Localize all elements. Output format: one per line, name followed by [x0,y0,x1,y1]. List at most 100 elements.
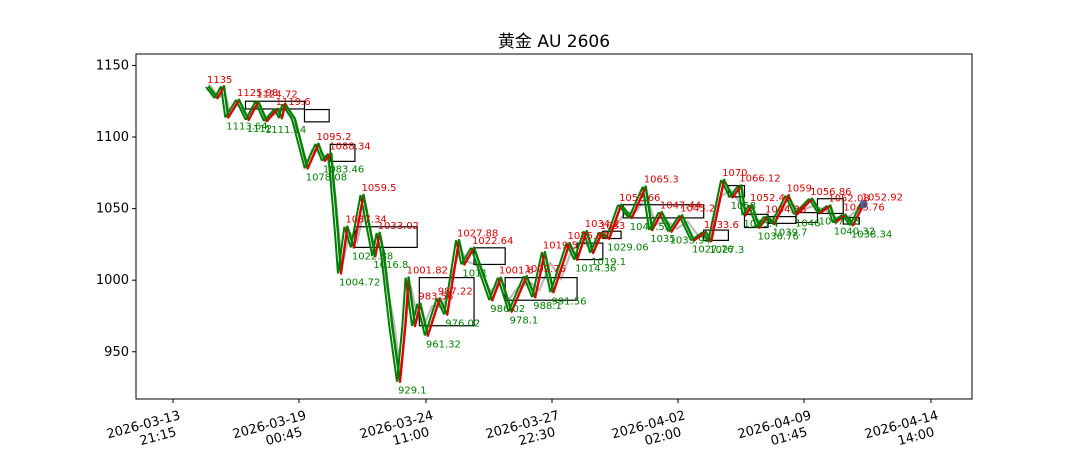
zigzag-segment [280,102,287,120]
low-label: 961.32 [426,340,461,351]
zigzag-segment [585,230,595,255]
high-label: 1059.5 [362,183,397,194]
zigzag-segment [293,117,309,170]
high-label: 1002.76 [525,264,566,275]
zigzag-segment [404,276,410,327]
zigzag-shadow-segment [336,226,346,274]
low-label: 1029.06 [607,243,648,254]
x-tick-label: 2026-03-2722:30 [484,408,565,450]
y-tick-label: 1150 [96,58,129,73]
zigzag-segment [740,184,747,217]
high-label: 1045.76 [843,203,884,214]
high-label: 1022.64 [472,236,513,247]
zigzag-segment [237,98,250,122]
zigzag-segment [660,211,673,233]
high-label: 1070 [722,168,747,179]
low-label: 986.02 [490,304,525,315]
zigzag-shadow-segment [343,226,352,248]
zigzag-segment [257,100,269,123]
zigzag-shadow-segment [327,153,336,231]
zigzag-segment [543,251,555,294]
low-label: 1113.64 [226,122,267,133]
zigzag-segment [744,203,754,217]
zigzag-segment [265,107,279,123]
zigzag-segment [339,225,349,275]
zigzag-segment [750,203,761,229]
zigzag-segment [670,214,684,233]
high-label: 1125.98 [237,88,278,99]
low-label: 978.1 [510,316,539,327]
zigzag-segment [407,276,417,328]
low-label: 1039.7 [773,227,808,238]
zigzag-segment [525,275,537,299]
zigzag-segment [419,302,430,337]
zigzag-segment [463,246,476,266]
high-label: 1124.72 [256,90,297,101]
zigzag-segment [207,85,219,100]
high-label: 1119.6 [276,97,311,108]
low-label: 1038.34 [851,229,892,240]
zigzag-shadow-segment [678,215,692,241]
zigzag-segment [374,231,381,258]
zigzag-segment [472,246,494,302]
zigzag-shadow-segment [627,186,644,219]
low-label: 1043.52 [630,222,671,233]
zigzag-segment [391,326,402,383]
high-label: 1056.86 [810,187,851,198]
zigzag-segment [619,203,634,220]
zigzag-shadow-segment [443,240,458,315]
zigzag-segment [608,203,623,240]
zigzag-segment [346,225,356,249]
zigzag-shadow-segment [455,240,463,265]
x-tick-label: 2026-03-1321:15 [105,408,186,450]
zigzag-shadow-segment [605,204,620,239]
zigzag-segment [600,231,611,240]
low-label: 991.56 [551,296,586,307]
high-label: 1027.88 [457,228,498,239]
zigzag-shadow-segment [388,327,398,382]
high-label: 983.56 [418,292,453,303]
low-label: 1047.18 [819,217,860,228]
high-label: 1033.02 [378,221,419,232]
zigzag-shadow-segment [531,252,543,298]
zigzag-segment [426,297,441,337]
low-label: 1035 [650,234,675,245]
zigzag-segment [819,204,832,214]
zigzag-segment [692,230,708,242]
y-tick-label: 1100 [96,130,129,145]
zigzag-segment [552,241,571,294]
low-label: 1019.1 [591,257,626,268]
high-label: 1088.34 [329,142,370,153]
low-label: 1046 [795,218,820,229]
low-label: 1111.14 [265,125,306,136]
zigzag-series [205,85,868,383]
zigzag-segment [283,102,297,120]
low-label: 1078.08 [306,172,347,183]
zigzag-segment [491,276,503,302]
zigzag-segment [378,231,386,255]
zigzag-segment [722,178,734,199]
zigzag-segment [317,142,327,162]
zigzag-shadow-segment [333,230,339,274]
zigzag-segment [591,231,603,255]
low-label: 1014.36 [575,264,616,275]
zigzag-shadow-segment [549,242,568,293]
low-label: 976.02 [445,319,480,330]
low-label: 1022.88 [352,251,393,262]
zigzag-segment [681,214,696,242]
low-label: 1040.32 [834,226,875,237]
high-label: 1052.08 [828,194,869,205]
high-label: 1045.2 [680,203,715,214]
zigzag-shadow-segment [507,275,525,312]
high-label: 1025.88 [568,231,609,242]
zigzag-segment [382,251,394,329]
zigzag-segment [575,230,588,261]
high-label: 1095.2 [316,132,351,143]
zigzag-segment [438,297,449,316]
zigzag-shadow-segment [598,232,607,240]
x-tick-label: 2026-04-0901:45 [736,408,817,450]
zigzag-segment [568,241,579,261]
zigzag-segment [247,100,260,122]
zigzag-segment [834,213,847,224]
high-label: 1034.2 [585,219,620,230]
